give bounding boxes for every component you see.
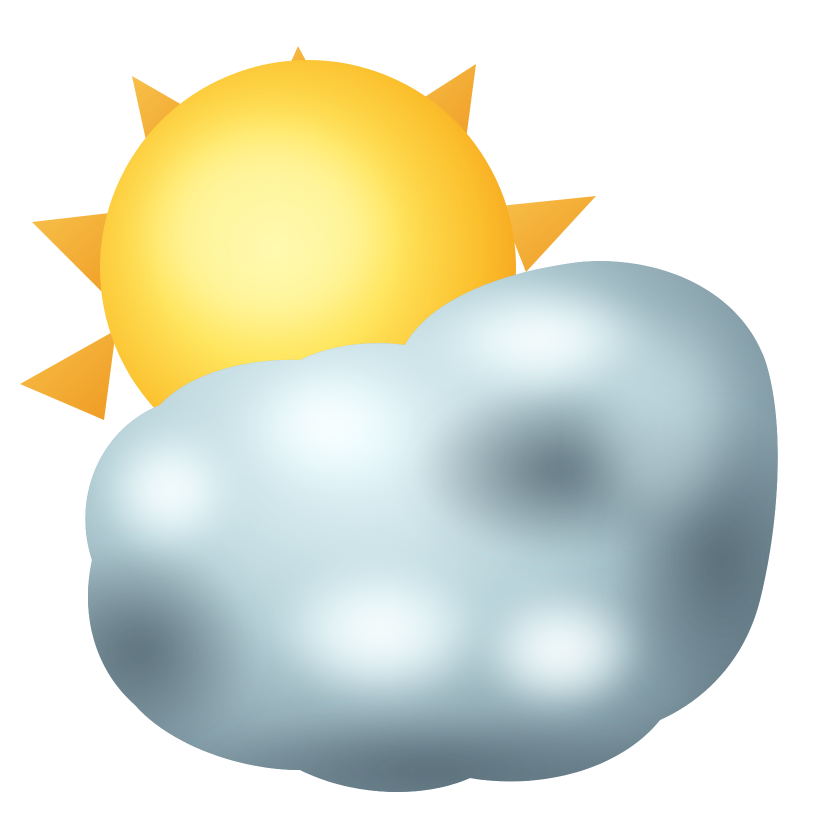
- cloud-highlight: [235, 355, 425, 495]
- cloud-icon: [85, 261, 778, 792]
- cloud-shadow: [85, 540, 260, 760]
- sun-ray: [20, 330, 116, 420]
- sun-ray: [500, 196, 596, 272]
- sun-highlight: [158, 135, 378, 325]
- cloud-highlight: [600, 330, 720, 510]
- cloud-shadow: [170, 710, 690, 792]
- cloud-highlight: [270, 555, 490, 705]
- cloud-highlight: [420, 280, 660, 400]
- cloud-highlight: [100, 425, 240, 555]
- cloud-highlight: [475, 585, 645, 715]
